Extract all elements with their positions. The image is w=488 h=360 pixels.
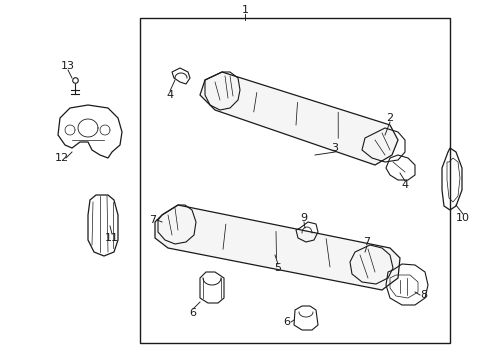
Polygon shape [155,205,399,290]
Text: 1: 1 [241,5,248,15]
Text: 6: 6 [283,317,290,327]
Text: 3: 3 [331,143,338,153]
Bar [140,18,449,343]
Text: 10: 10 [455,213,469,223]
Text: 13: 13 [61,61,75,71]
Text: 7: 7 [149,215,156,225]
Text: 9: 9 [300,213,307,223]
Text: 8: 8 [420,290,427,300]
Text: 4: 4 [166,90,173,100]
Text: 11: 11 [105,233,119,243]
Text: 4: 4 [401,180,408,190]
Text: 5: 5 [274,263,281,273]
Text: 12: 12 [55,153,69,163]
Text: 7: 7 [363,237,370,247]
Text: 6: 6 [189,308,196,318]
Text: 2: 2 [386,113,393,123]
Polygon shape [200,72,397,165]
